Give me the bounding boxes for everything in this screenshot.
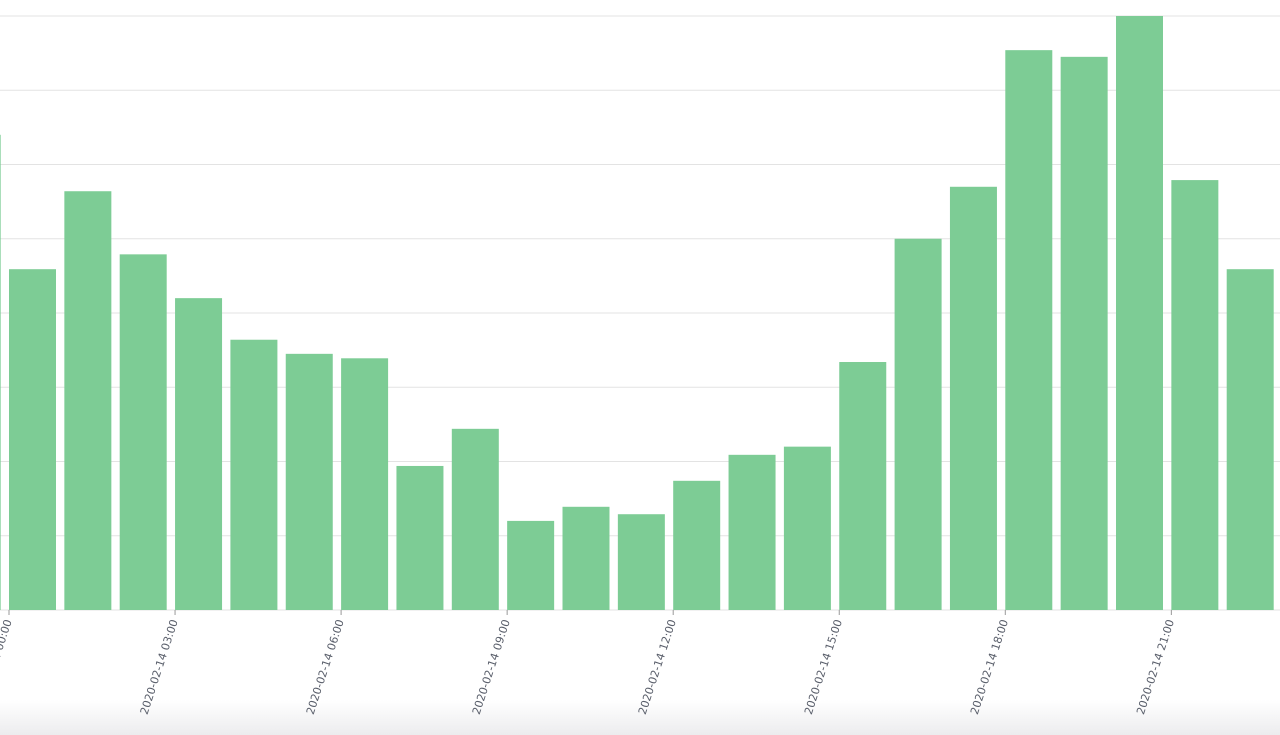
bar <box>341 358 389 610</box>
bar <box>894 238 942 610</box>
footer-shade <box>0 700 1280 735</box>
bar <box>451 428 499 610</box>
bar <box>0 134 1 611</box>
bar <box>673 480 721 610</box>
bar <box>285 353 333 610</box>
bar <box>728 454 776 610</box>
bar <box>119 254 167 610</box>
bar <box>230 339 278 610</box>
bar <box>396 465 444 610</box>
bar <box>562 506 610 610</box>
bar <box>507 520 555 610</box>
bar <box>64 191 112 611</box>
bar <box>949 186 997 610</box>
bar <box>1116 16 1163 610</box>
bar <box>9 269 56 610</box>
bar <box>617 514 665 610</box>
bar <box>839 362 887 610</box>
bar <box>1226 269 1274 610</box>
bar <box>1060 56 1108 610</box>
bar <box>175 298 223 610</box>
bar <box>783 446 831 610</box>
bar <box>1171 180 1219 610</box>
bar <box>1005 50 1053 610</box>
